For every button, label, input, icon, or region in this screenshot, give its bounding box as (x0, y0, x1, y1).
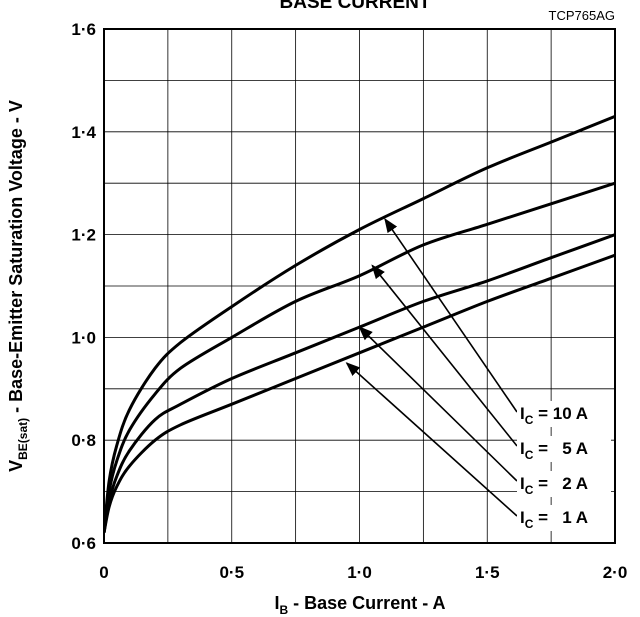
legend-label-background (517, 505, 611, 531)
legend-label-background (517, 471, 611, 497)
legend-label: IC = 10 A (520, 404, 588, 427)
chart-title: BASE CURRENT (280, 0, 431, 13)
x-tick-label: 0 (99, 563, 108, 582)
series-layer (104, 115, 615, 534)
y-tick-label: 1·6 (71, 20, 96, 39)
series-line (104, 253, 615, 534)
x-tick-label: 1·5 (475, 563, 500, 582)
legend-arrow (371, 264, 518, 447)
x-tick-labels: 0 0·5 1·0 1·5 2·0 (99, 563, 627, 582)
y-tick-labels: 0·6 0·8 1·0 1·2 1·4 1·6 (71, 20, 96, 553)
legend-label: IC = 2 A (520, 474, 588, 497)
y-tick-label: 0·6 (71, 534, 96, 553)
legend-arrow (384, 217, 518, 413)
figure-code: TCP765AG (549, 8, 615, 23)
legend-label-background (517, 436, 611, 462)
legend-label: IC = 5 A (520, 439, 588, 462)
series-line (104, 181, 615, 533)
x-tick-label: 0·5 (219, 563, 244, 582)
legend-arrow (358, 326, 518, 482)
legend-label-background (517, 401, 611, 427)
legend-arrow (345, 362, 518, 517)
grid-lines (104, 29, 615, 543)
y-tick-label: 1·4 (71, 123, 96, 142)
legend-label: IC = 1 A (520, 508, 588, 531)
y-tick-label: 0·8 (71, 431, 96, 450)
series-line (104, 115, 615, 533)
y-tick-label: 1·2 (71, 226, 96, 245)
x-tick-label: 2·0 (603, 563, 628, 582)
x-tick-label: 1·0 (347, 563, 372, 582)
y-axis-label: VBE(sat) - Base-Emitter Saturation Volta… (6, 100, 30, 472)
legend-layer: IC = 10 A IC = 5 A IC = 2 A IC = 1 A (345, 217, 611, 531)
series-line (104, 233, 615, 533)
y-tick-label: 1·0 (71, 328, 96, 347)
x-axis-label: IB - Base Current - A (274, 593, 445, 617)
plot-frame (103, 28, 616, 544)
